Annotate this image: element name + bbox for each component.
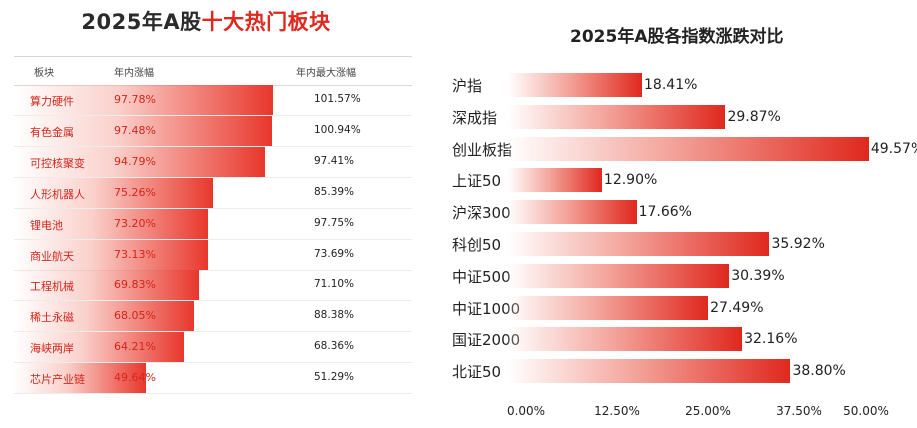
sector-table-panel: 2025年A股十大热门板块 板块 年内涨幅 年内最大涨幅 算力硬件 97.78% 1… — [0, 0, 412, 428]
table-row: 海峡两岸 64.21% 68.36% — [14, 332, 412, 364]
title-prefix: 2025年A股 — [81, 10, 202, 34]
ytd-bar — [14, 270, 200, 301]
ytd-bar — [14, 363, 146, 394]
category-label: 深成指 — [452, 108, 498, 127]
category-label: 沪指 — [452, 77, 483, 95]
sector-name: 可控核聚变 — [30, 156, 85, 170]
data-label: 12.90% — [603, 172, 658, 189]
table-row: 芯片产业链 49.64% 51.29% — [14, 363, 412, 395]
bar — [508, 295, 709, 320]
index-bar-chart: 2025年A股各指数涨跌对比 沪指 18.41% 深成指 29.87% 创业板指 49.5… — [420, 0, 917, 428]
category-label: 创业板指 — [452, 140, 513, 159]
table-row: 稀土永磁 68.05% 88.38% — [14, 301, 412, 333]
sector-name: 稀土永磁 — [30, 311, 74, 325]
ytd-value: 64.21% — [114, 340, 156, 354]
data-label: 38.80% — [792, 363, 846, 380]
bar — [508, 359, 791, 384]
ytd-value: 68.05% — [114, 309, 156, 323]
ytd-value: 49.64% — [114, 371, 156, 385]
max-value: 71.10% — [314, 278, 355, 291]
title-highlight: 十大热门板块 — [201, 10, 331, 34]
sector-name: 芯片产业链 — [30, 373, 85, 387]
x-tick-label: 25.00% — [685, 404, 731, 418]
sector-name: 锂电池 — [30, 218, 63, 232]
data-label: 32.16% — [744, 331, 798, 348]
table-row: 有色金属 97.48% 100.94% — [14, 115, 412, 147]
bar — [508, 168, 602, 193]
table-row: 可控核聚变 94.79% 97.41% — [14, 146, 412, 178]
bar — [508, 136, 869, 161]
table-header: 板块 年内涨幅 年内最大涨幅 — [14, 56, 412, 86]
column-header-max: 年内最大涨幅 — [296, 68, 356, 79]
x-tick-label: 37.50% — [776, 404, 822, 418]
bar — [508, 104, 726, 129]
max-value: 97.75% — [314, 216, 355, 229]
column-header-ytd: 年内涨幅 — [114, 68, 154, 79]
ytd-bar — [14, 332, 185, 363]
data-label: 17.66% — [638, 204, 692, 221]
data-label: 29.87% — [727, 108, 781, 125]
column-header-sector: 板块 — [34, 68, 54, 79]
category-label: 科创50 — [452, 236, 502, 254]
bar — [508, 327, 743, 352]
max-value: 88.38% — [314, 309, 355, 322]
ytd-bar — [14, 239, 208, 270]
bar — [508, 232, 770, 256]
x-tick-label: 50.00% — [843, 404, 889, 418]
table-row: 工程机械 69.83% 71.10% — [14, 270, 412, 302]
max-value: 97.41% — [314, 154, 355, 167]
bar — [508, 200, 637, 225]
max-value: 100.94% — [314, 123, 361, 136]
ytd-value: 73.20% — [114, 216, 156, 230]
sector-table-title: 2025年A股十大热门板块 — [0, 6, 412, 36]
ytd-value: 73.13% — [114, 247, 156, 261]
ytd-value: 97.78% — [114, 93, 156, 106]
ytd-bar — [14, 115, 273, 146]
data-label: 35.92% — [771, 236, 825, 252]
data-label: 30.39% — [731, 267, 785, 284]
sector-name: 工程机械 — [30, 280, 74, 294]
max-value: 73.69% — [314, 247, 355, 260]
category-label: 国证2000 — [452, 331, 521, 350]
table-row: 人形机器人 75.26% 85.39% — [14, 177, 412, 209]
ytd-bar — [14, 301, 195, 332]
max-value: 85.39% — [314, 185, 355, 198]
x-tick-label: 12.50% — [594, 404, 640, 418]
max-value: 68.36% — [314, 340, 355, 353]
chart-title: 2025年A股各指数涨跌对比 — [570, 27, 784, 47]
table-row: 锂电池 73.20% 97.75% — [14, 208, 412, 240]
category-label: 中证500 — [452, 267, 511, 286]
ytd-bar — [14, 177, 214, 208]
bar — [508, 263, 730, 288]
ytd-value: 75.26% — [114, 185, 156, 199]
data-label: 18.41% — [644, 77, 698, 93]
sector-name: 算力硬件 — [30, 95, 74, 108]
bar — [508, 73, 643, 97]
category-label: 沪深300 — [452, 204, 511, 223]
ytd-bar — [14, 208, 208, 239]
sector-name: 海峡两岸 — [30, 342, 74, 356]
ytd-bar — [14, 146, 266, 177]
category-label: 上证50 — [452, 172, 502, 191]
ytd-value: 97.48% — [114, 123, 156, 137]
sector-name: 商业航天 — [30, 249, 74, 263]
data-label: 49.57% — [870, 140, 917, 157]
sector-name: 有色金属 — [30, 125, 74, 139]
max-value: 51.29% — [314, 371, 355, 384]
ytd-value: 69.83% — [114, 278, 156, 292]
table-row: 商业航天 73.13% 73.69% — [14, 239, 412, 271]
category-label: 北证50 — [452, 363, 502, 382]
category-label: 中证1000 — [452, 299, 521, 318]
sector-name: 人形机器人 — [30, 187, 85, 201]
ytd-bar — [14, 85, 274, 115]
data-label: 27.49% — [710, 299, 764, 316]
max-value: 101.57% — [314, 93, 361, 105]
table-row: 算力硬件 97.78% 101.57% — [14, 85, 412, 116]
x-tick-label: 0.00% — [506, 404, 546, 418]
ytd-value: 94.79% — [114, 154, 156, 168]
